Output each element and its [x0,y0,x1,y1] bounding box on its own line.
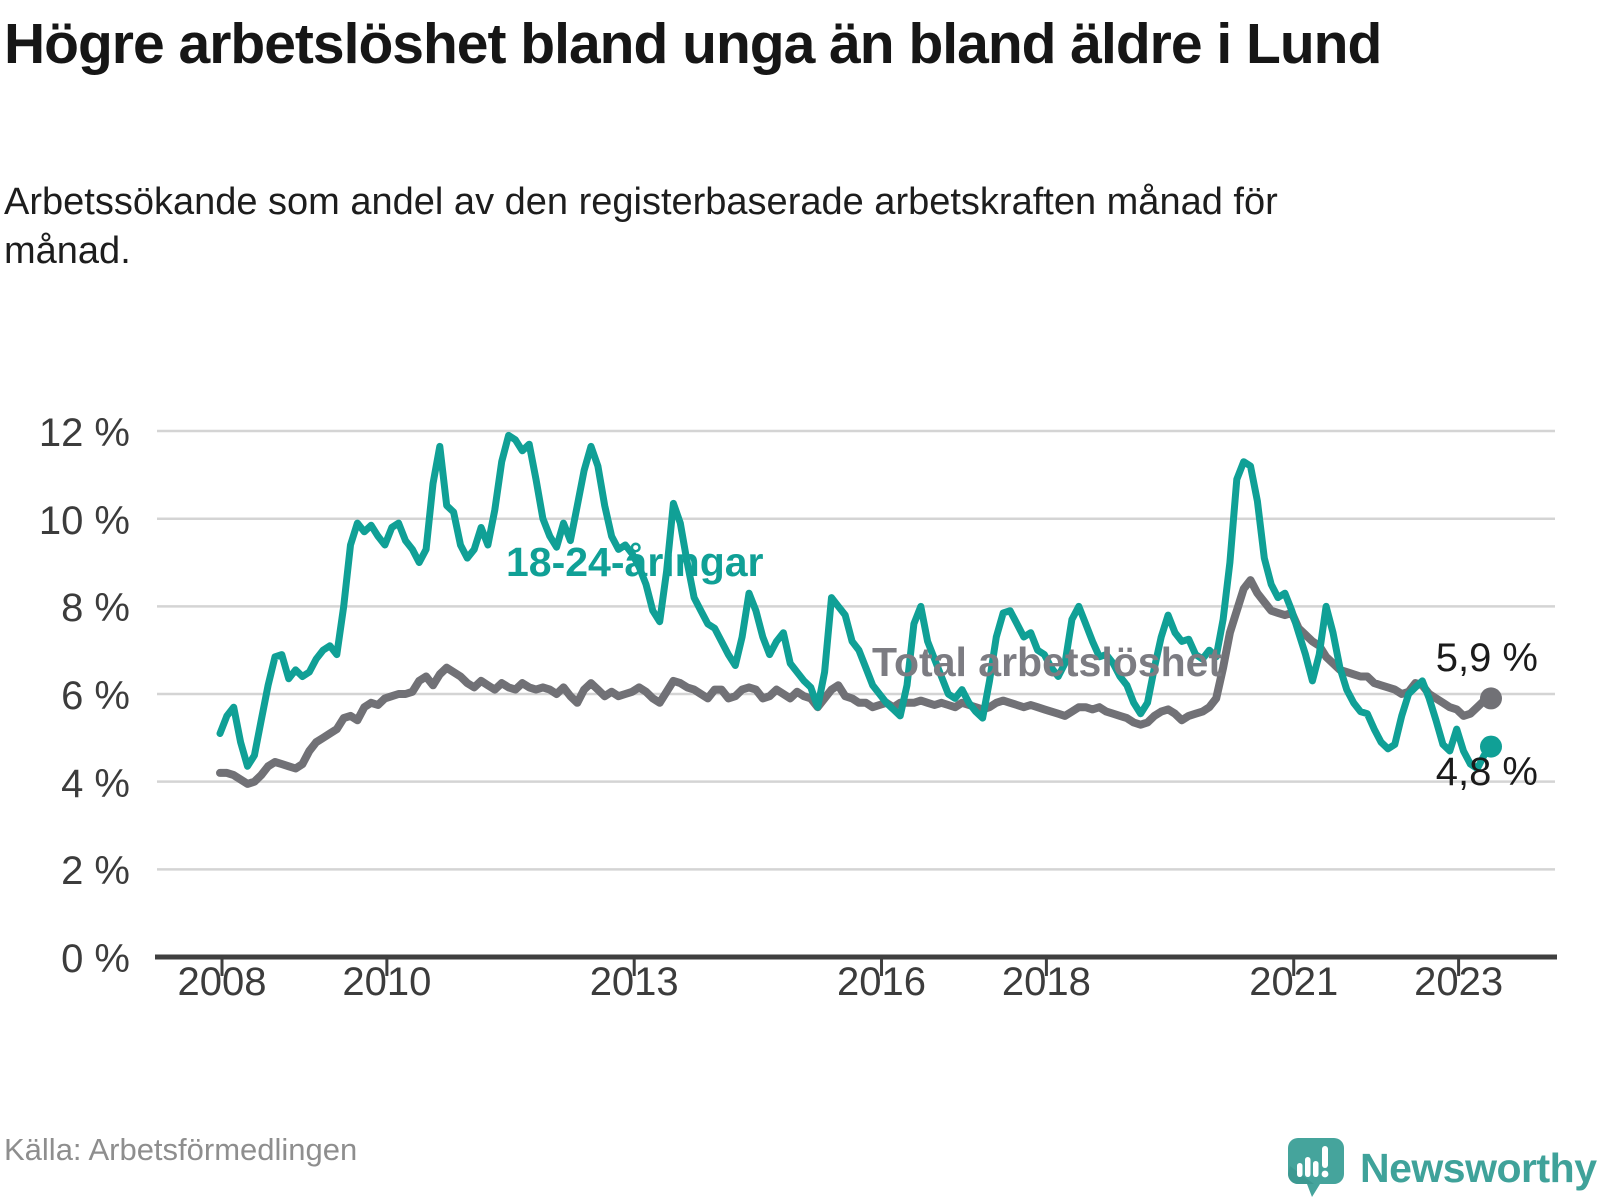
x-axis-label: 2023 [1414,960,1504,1004]
newsworthy-logo: Newsworthy [1288,1138,1597,1198]
series-label-youth: 18-24-åringar [506,539,764,585]
series-line-total [216,576,1495,788]
y-axis-label: 10 % [38,498,130,543]
source-note: Källa: Arbetsförmedlingen [4,1132,358,1167]
y-axis-label: 2 % [61,849,130,894]
y-axis-label: 12 % [38,411,130,456]
series-line-youth [216,431,1495,772]
x-axis-label: 2013 [589,960,679,1004]
newsworthy-logo-icon [1288,1138,1344,1197]
y-axis-label: 6 % [61,674,130,719]
series-label-total: Total arbetslöshet [872,639,1223,685]
newsworthy-logo-text: Newsworthy [1360,1144,1597,1191]
chart-title: Högre arbetslöshet bland unga än bland ä… [4,12,1382,76]
chart-subtitle: Arbetssökande som andel av den registerb… [4,181,1278,273]
x-axis-label: 2008 [177,960,267,1004]
x-axis-label: 2021 [1249,960,1339,1004]
end-value-label-youth: 4,8 % [1435,750,1538,794]
end-value-label-total: 5,9 % [1435,636,1538,680]
y-axis-label: 4 % [61,761,130,806]
x-axis-label: 2010 [342,960,432,1004]
y-axis-label: 0 % [61,937,130,981]
end-dot-total [1480,687,1502,710]
y-axis-label: 8 % [61,586,130,631]
x-axis-label: 2016 [837,960,926,1004]
end-dot-youth [1480,735,1502,758]
x-axis-label: 2018 [1001,960,1091,1004]
